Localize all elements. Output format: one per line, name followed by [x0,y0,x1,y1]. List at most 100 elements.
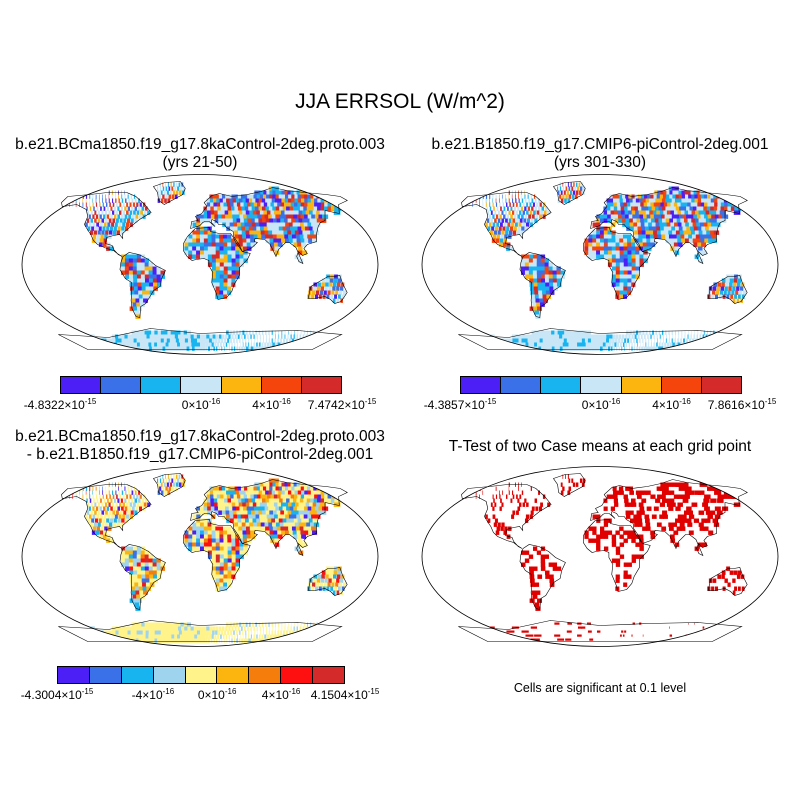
map-cell [707,202,715,207]
map-cell [138,198,140,203]
map-cell [597,346,601,351]
map-cell [242,238,248,243]
map-cell [708,238,714,243]
map-cell [308,238,314,243]
map-cell [272,206,278,211]
map-cell [529,222,533,227]
map-cell [117,506,121,511]
significant-cell [727,582,731,587]
map-cell [89,230,94,235]
map-cell [711,294,715,299]
map-cell [571,342,577,347]
map-cell [291,342,295,347]
map-cell [654,218,660,223]
map-cell [248,490,255,495]
map-cell [335,290,339,295]
map-cell [299,638,308,643]
map-cell [175,630,181,635]
map-cell [593,338,598,343]
map-cell [495,214,499,219]
map-cell [302,334,305,339]
map-cell [570,330,576,335]
map-cell [611,258,617,263]
map-cell [284,334,286,339]
map-cell [207,238,213,243]
map-cell [79,198,80,203]
map-cell [668,198,675,203]
map-cell [203,510,208,515]
map-cell [572,338,578,343]
map-cell [82,338,92,343]
coastline [458,328,743,350]
map-cell [615,254,621,259]
map-cell [740,286,744,291]
map-cell [472,194,475,199]
map-cell [227,262,233,267]
significant-cell [581,626,586,629]
map-cell [174,626,180,631]
map-cell [273,494,280,499]
significant-cell [613,490,618,495]
map-cell [643,258,648,263]
map-cell [332,578,336,583]
significant-cell [519,502,522,507]
map-cell [106,494,108,499]
map-cell [251,206,257,211]
map-cell [596,242,601,247]
significant-cell [714,506,721,511]
map-cell [698,218,705,223]
map-cell [192,522,197,527]
map-cell [520,270,526,275]
map-cell [127,206,130,211]
map-cell [727,206,735,211]
map-cell [268,526,274,531]
significant-cell [567,490,571,495]
map-cell [148,566,154,571]
map-cell [263,494,270,499]
map-cell [615,290,620,295]
map-cell [70,338,81,343]
map-cell [691,234,697,239]
map-cell [615,282,620,287]
map-cell [253,194,260,199]
map-cell [192,238,197,243]
significant-cell [674,542,680,547]
significant-cell [535,506,539,511]
map-cell [323,206,331,211]
map-cell [615,266,621,271]
map-cell [326,334,330,339]
map-cell [284,526,290,531]
map-cell [235,254,240,259]
map-cell [95,346,109,351]
map-cell [269,634,273,639]
significant-cell [493,498,495,503]
map-cell [200,518,205,523]
map-cell [261,498,268,503]
map-cell [536,302,542,307]
map-cell [129,254,134,259]
map-cell [116,510,119,515]
map-cell [603,254,609,259]
map-cell [196,522,201,527]
significant-cell [724,578,728,583]
map-cell [200,242,205,247]
significant-cell [488,634,499,637]
map-cell [687,334,689,339]
significant-cell [540,554,546,559]
map-cell [284,234,290,239]
map-cell [600,338,604,343]
map-cell [710,330,712,335]
map-cell [144,258,149,263]
map-cell [661,330,664,335]
panel-3-title: b.e21.BCma1850.f19_g17.8kaControl-2deg.p… [0,428,400,464]
coastline [582,227,651,300]
map-cell [165,334,171,339]
significant-cell [684,486,692,491]
significant-cell [625,510,631,515]
map-cell [313,330,315,335]
map-cell [314,514,321,519]
map-cell [495,238,500,243]
map-cell [556,282,562,287]
significant-cell [677,638,684,641]
map-cell [504,210,508,215]
